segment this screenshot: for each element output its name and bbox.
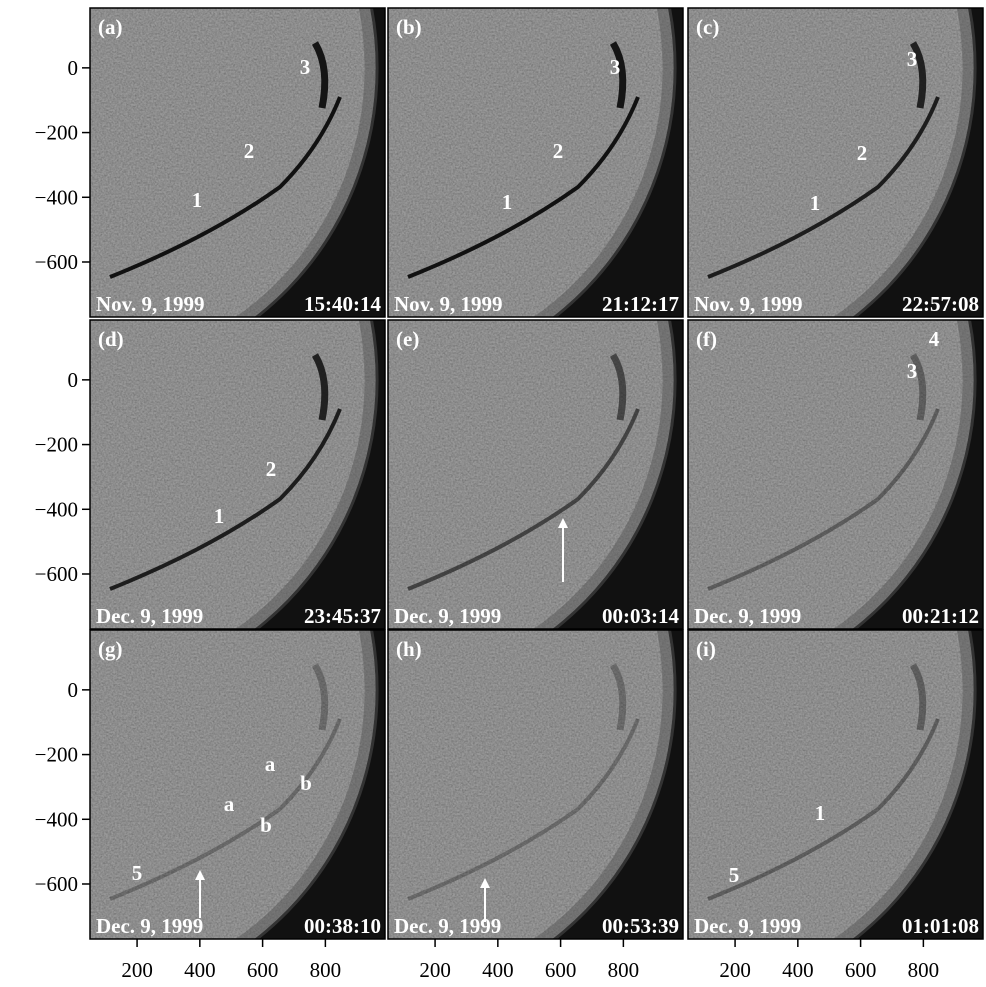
figure: (a) Nov. 9, 1999 15:40:14 1 2 3 (b) Nov. 9, 199… xyxy=(0,0,986,987)
x-tick-label: 200 xyxy=(719,958,751,982)
panel-label: (g) xyxy=(98,637,123,661)
x-tick-label: 600 xyxy=(845,958,877,982)
annotation: 1 xyxy=(810,191,821,215)
annotation: 3 xyxy=(610,55,621,79)
time: 22:57:08 xyxy=(902,292,979,316)
panel-label: (a) xyxy=(98,15,123,39)
annotation: a xyxy=(224,792,235,816)
annotation: 5 xyxy=(729,863,740,887)
date: Dec. 9, 1999 xyxy=(394,604,501,628)
x-tick-label: 200 xyxy=(419,958,451,982)
date: Nov. 9, 1999 xyxy=(694,292,803,316)
annotation: 1 xyxy=(502,190,513,214)
x-tick-label: 600 xyxy=(545,958,577,982)
annotation: 2 xyxy=(857,141,868,165)
time: 00:21:12 xyxy=(902,604,979,628)
x-tick-label: 400 xyxy=(782,958,814,982)
y-tick-label: −200 xyxy=(35,743,78,767)
time: 23:45:37 xyxy=(304,604,381,628)
panel-label: (i) xyxy=(696,637,716,661)
date: Nov. 9, 1999 xyxy=(394,292,503,316)
y-tick-label: −600 xyxy=(35,250,78,274)
time: 00:38:10 xyxy=(304,914,381,938)
annotation: a xyxy=(265,752,276,776)
y-tick-label: −200 xyxy=(35,433,78,457)
y-tick-label: −400 xyxy=(35,185,78,209)
y-tick-label: −400 xyxy=(35,807,78,831)
y-tick-label: −600 xyxy=(35,562,78,586)
panel-label: (c) xyxy=(696,15,719,39)
annotation: 1 xyxy=(815,801,826,825)
y-tick-label: 0 xyxy=(68,678,79,702)
annotation: 3 xyxy=(300,55,311,79)
annotation: 2 xyxy=(244,139,255,163)
x-tick-label: 400 xyxy=(482,958,514,982)
date: Dec. 9, 1999 xyxy=(96,604,203,628)
annotation: 1 xyxy=(192,188,203,212)
annotation: b xyxy=(260,813,272,837)
panel-label: (e) xyxy=(396,327,419,351)
time: 15:40:14 xyxy=(304,292,381,316)
time: 00:03:14 xyxy=(602,604,679,628)
time: 21:12:17 xyxy=(602,292,679,316)
date: Dec. 9, 1999 xyxy=(694,604,801,628)
annotation: 3 xyxy=(907,359,918,383)
annotation: b xyxy=(300,771,312,795)
date: Nov. 9, 1999 xyxy=(96,292,205,316)
x-tick-label: 800 xyxy=(310,958,342,982)
panel-label: (b) xyxy=(396,15,422,39)
annotation: 5 xyxy=(132,861,143,885)
date: Dec. 9, 1999 xyxy=(96,914,203,938)
annotation: 1 xyxy=(214,504,225,528)
x-tick-label: 600 xyxy=(247,958,279,982)
panel-label: (d) xyxy=(98,327,124,351)
date: Dec. 9, 1999 xyxy=(694,914,801,938)
y-tick-label: −400 xyxy=(35,497,78,521)
time: 00:53:39 xyxy=(602,914,679,938)
y-tick-label: 0 xyxy=(68,368,79,392)
x-tick-label: 400 xyxy=(184,958,216,982)
annotation: 3 xyxy=(907,47,918,71)
time: 01:01:08 xyxy=(902,914,979,938)
x-tick-label: 200 xyxy=(121,958,153,982)
x-tick-label: 800 xyxy=(608,958,640,982)
annotation: 2 xyxy=(553,139,564,163)
panel-label: (h) xyxy=(396,637,422,661)
y-tick-label: −600 xyxy=(35,872,78,896)
y-tick-label: 0 xyxy=(68,56,79,80)
annotation: 4 xyxy=(929,327,940,351)
panel-label: (f) xyxy=(696,327,717,351)
y-tick-label: −200 xyxy=(35,121,78,145)
annotation: 2 xyxy=(266,457,277,481)
x-tick-label: 800 xyxy=(908,958,940,982)
